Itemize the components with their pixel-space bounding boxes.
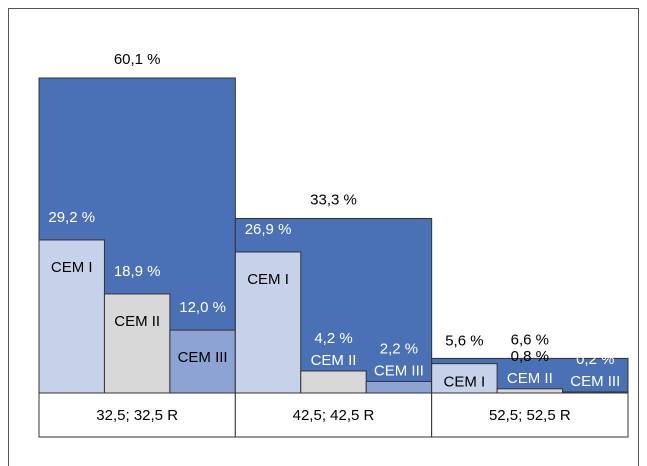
sub-bar bbox=[103, 293, 171, 394]
total-label: 6,6 % bbox=[511, 331, 549, 348]
frame bbox=[8, 8, 639, 466]
value-label: 12,0 % bbox=[179, 299, 226, 316]
series-name: CEM III bbox=[374, 362, 424, 379]
category-label: 42,5; 42,5 R bbox=[293, 407, 375, 424]
total-label: 33,3 % bbox=[310, 191, 357, 208]
total-label: 60,1 % bbox=[114, 51, 161, 68]
sub-bar bbox=[431, 363, 498, 394]
value-label: 26,9 % bbox=[245, 221, 292, 238]
value-label: 0,8 % bbox=[511, 348, 549, 365]
value-label: 0,2 % bbox=[576, 351, 614, 368]
series-name: CEM II bbox=[507, 370, 553, 387]
category-label: 32,5; 32,5 R bbox=[96, 407, 178, 424]
value-label: 29,2 % bbox=[48, 209, 95, 226]
series-name: CEM II bbox=[114, 313, 160, 330]
sub-bar bbox=[365, 380, 433, 394]
sub-bar bbox=[234, 251, 302, 394]
value-label: 5,6 % bbox=[445, 333, 483, 350]
value-label: 2,2 % bbox=[380, 340, 418, 357]
series-name: CEM I bbox=[444, 373, 486, 390]
category-label: 52,5; 52,5 R bbox=[489, 407, 571, 424]
series-name: CEM I bbox=[247, 271, 289, 288]
sub-bar bbox=[496, 388, 564, 394]
series-name: CEM II bbox=[311, 352, 357, 369]
sub-bar bbox=[300, 370, 367, 394]
value-label: 18,9 % bbox=[114, 263, 161, 280]
series-name: CEM I bbox=[51, 259, 93, 276]
sub-bar bbox=[38, 239, 105, 394]
value-label: 4,2 % bbox=[314, 330, 352, 347]
category-cell bbox=[431, 392, 629, 438]
series-name: CEM III bbox=[178, 349, 228, 366]
series-name: CEM III bbox=[570, 373, 620, 390]
